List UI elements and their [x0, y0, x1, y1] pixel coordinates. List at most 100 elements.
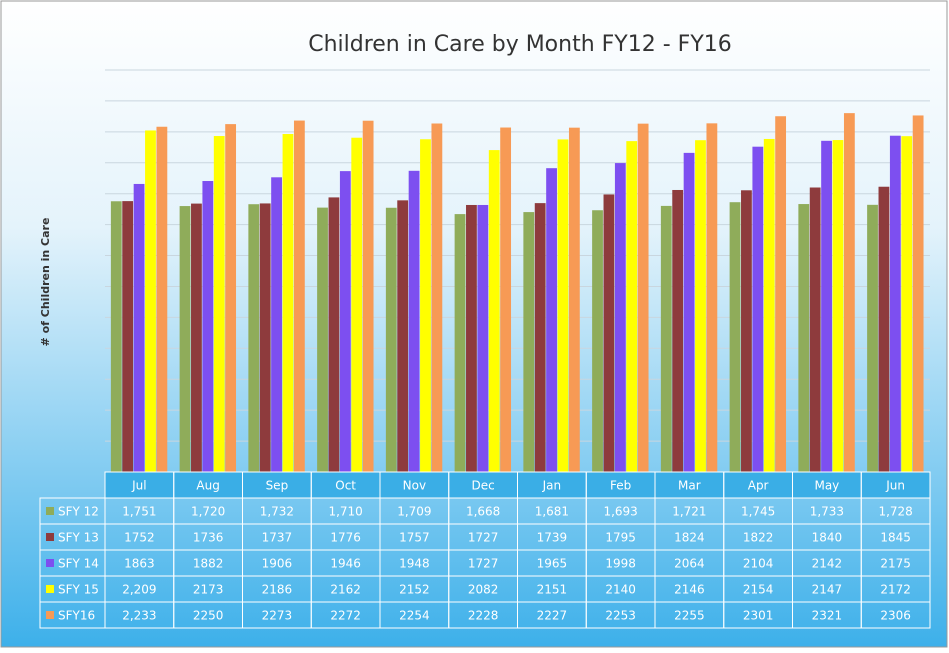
data-label: 1,709: [397, 505, 431, 519]
bar: [603, 194, 615, 472]
data-label: 2173: [193, 583, 224, 597]
data-label: 2162: [330, 583, 361, 597]
bar: [901, 136, 913, 472]
legend-label: SFY 12: [58, 505, 99, 519]
bar: [534, 203, 546, 472]
bar: [523, 212, 535, 472]
data-label: 2186: [262, 583, 293, 597]
bar: [110, 201, 122, 472]
data-label: 1,721: [672, 505, 706, 519]
data-label: 2227: [537, 609, 568, 623]
data-label: 2152: [399, 583, 430, 597]
bar: [660, 205, 672, 472]
data-label: 1,728: [878, 505, 912, 519]
data-label: 2104: [743, 557, 774, 571]
bar: [293, 120, 305, 472]
bar: [809, 187, 821, 472]
data-label: 1998: [605, 557, 636, 571]
data-label: 2082: [468, 583, 499, 597]
bar: [397, 200, 409, 473]
data-label: 1906: [262, 557, 293, 571]
data-label: 1948: [399, 557, 430, 571]
data-label: 2140: [605, 583, 636, 597]
bar: [912, 115, 924, 473]
x-tick-label: Jun: [885, 479, 905, 493]
data-label: 1,681: [535, 505, 569, 519]
data-label: 1,745: [741, 505, 775, 519]
data-label: 2147: [812, 583, 843, 597]
legend-label: SFY 14: [58, 557, 99, 571]
bar: [626, 141, 638, 472]
data-label: 1822: [743, 531, 774, 545]
bar: [763, 138, 775, 472]
data-label: 1,733: [810, 505, 844, 519]
chart-title: Children in Care by Month FY12 - FY16: [308, 32, 732, 57]
bar: [145, 130, 156, 472]
data-label: 2172: [880, 583, 911, 597]
data-label: 1965: [537, 557, 568, 571]
data-label: 1,668: [466, 505, 500, 519]
legend-key: [46, 611, 54, 619]
data-label: 1,720: [191, 505, 225, 519]
x-tick-label: Dec: [472, 479, 495, 493]
bar: [695, 140, 706, 473]
bar: [557, 139, 569, 472]
data-label: 2142: [812, 557, 843, 571]
x-tick-label: Aug: [196, 479, 219, 493]
data-label: 2321: [812, 609, 843, 623]
data-label: 1,751: [122, 505, 156, 519]
bar: [385, 207, 397, 472]
data-label: 2151: [537, 583, 568, 597]
data-label: 2306: [880, 609, 911, 623]
bar: [775, 116, 787, 472]
data-label: 1727: [468, 531, 499, 545]
x-tick-label: Jan: [542, 479, 562, 493]
legend-key: [46, 533, 54, 541]
bar: [500, 127, 512, 473]
data-label: 1757: [399, 531, 430, 545]
bar: [798, 204, 810, 472]
data-label: 2255: [674, 609, 705, 623]
data-label: 1739: [537, 531, 568, 545]
bar: [878, 186, 890, 472]
legend-label: SFY 15: [58, 583, 99, 597]
bar: [614, 163, 626, 472]
legend-key: [46, 507, 54, 515]
bar: [179, 206, 191, 473]
bar: [752, 146, 764, 473]
bar: [821, 140, 832, 472]
x-tick-label: Oct: [335, 479, 356, 493]
bar: [225, 124, 237, 472]
data-label: 1840: [812, 531, 843, 545]
bar: [843, 113, 855, 472]
bar: [328, 197, 340, 472]
x-tick-label: Jul: [131, 479, 146, 493]
data-label: 1776: [330, 531, 361, 545]
data-label: 1736: [193, 531, 224, 545]
bar: [408, 170, 420, 472]
bar: [259, 203, 271, 472]
data-label: 1,732: [260, 505, 294, 519]
data-label: 2,233: [122, 609, 156, 623]
bar: [637, 123, 649, 472]
data-label: 2064: [674, 557, 705, 571]
bar: [431, 123, 443, 473]
bar: [683, 152, 695, 472]
bar: [832, 140, 844, 472]
bar: [351, 137, 363, 472]
data-label: 1795: [605, 531, 636, 545]
bar: [191, 203, 202, 472]
bar: [317, 207, 328, 472]
data-label: 1882: [193, 557, 224, 571]
bar: [454, 214, 466, 472]
bar: [568, 127, 580, 472]
bar: [672, 189, 684, 472]
x-tick-label: Feb: [610, 479, 631, 493]
bar: [729, 202, 741, 472]
data-label: 2175: [880, 557, 911, 571]
data-label: 1,693: [603, 505, 637, 519]
bar: [592, 210, 603, 473]
bar: [271, 177, 282, 472]
x-tick-label: Apr: [748, 479, 769, 493]
